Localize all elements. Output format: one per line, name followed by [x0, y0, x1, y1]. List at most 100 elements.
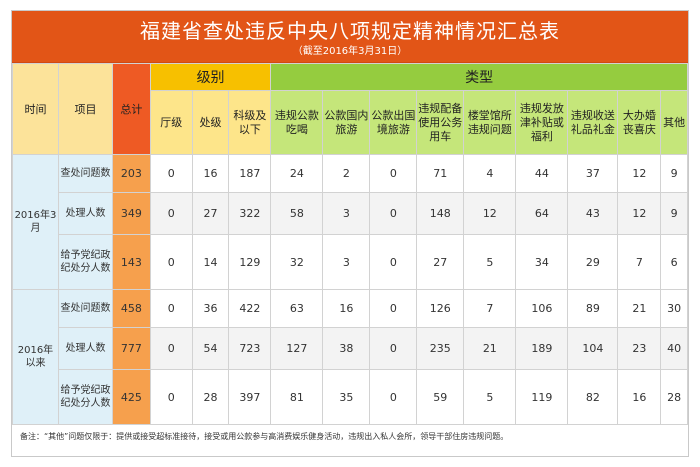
value-cell: 16 [191, 154, 230, 193]
value-cell: 59 [416, 369, 465, 425]
value-cell: 71 [416, 154, 465, 193]
value-cell: 397 [228, 369, 272, 425]
table-header-banner: 福建省查处违反中央八项规定精神情况汇总表 （截至2016年3月31日） [12, 11, 688, 63]
item-cell: 给予党纪政纪处分人数 [57, 234, 114, 290]
value-cell: 44 [515, 154, 569, 193]
time-cell: 2016年3月 [12, 154, 59, 290]
value-cell: 0 [369, 234, 418, 290]
value-cell: 23 [617, 327, 662, 370]
value-cell: 12 [617, 154, 662, 193]
item-cell: 处理人数 [57, 192, 114, 235]
value-cell: 28 [191, 369, 230, 425]
value-cell: 89 [567, 289, 619, 328]
value-cell: 0 [149, 154, 193, 193]
value-cell: 43 [567, 192, 619, 235]
value-cell: 27 [191, 192, 230, 235]
table-row: 2016年以来 查处问题数 458 0 36 422 63 16 0 126 7… [12, 289, 688, 425]
column-header-type: 其他 [660, 90, 688, 155]
value-cell: 104 [567, 327, 619, 370]
total-cell: 143 [112, 234, 151, 290]
value-cell: 36 [191, 289, 230, 328]
value-cell: 27 [416, 234, 465, 290]
value-cell: 9 [660, 154, 688, 193]
value-cell: 14 [191, 234, 230, 290]
table-title: 福建省查处违反中央八项规定精神情况汇总表 [140, 19, 560, 43]
value-cell: 723 [228, 327, 272, 370]
value-cell: 106 [515, 289, 569, 328]
value-cell: 0 [369, 289, 418, 328]
value-cell: 63 [270, 289, 324, 328]
value-cell: 235 [416, 327, 465, 370]
value-cell: 64 [515, 192, 569, 235]
value-cell: 126 [416, 289, 465, 328]
value-cell: 3 [322, 234, 371, 290]
value-cell: 2 [322, 154, 371, 193]
column-header-level: 科级及以下 [228, 90, 272, 155]
table-subtitle: （截至2016年3月31日） [292, 46, 408, 57]
value-cell: 322 [228, 192, 272, 235]
item-cell: 查处问题数 [57, 289, 114, 328]
value-cell: 81 [270, 369, 324, 425]
value-cell: 0 [149, 234, 193, 290]
value-cell: 0 [369, 369, 418, 425]
table-row: 处理人数 777 0 54 723 127 38 0 235 21 189 10… [13, 327, 688, 370]
value-cell: 21 [617, 289, 662, 328]
value-cell: 6 [660, 234, 688, 290]
column-header-type: 违规发放津补贴或福利 [515, 90, 569, 155]
summary-table: 时间 项目 总计 级别 类型 厅级 处级 科级及以下 违规公款吃喝 公款国内旅游… [12, 63, 688, 425]
value-cell: 24 [270, 154, 324, 193]
column-group-type: 类型 [270, 63, 688, 91]
value-cell: 40 [660, 327, 688, 370]
value-cell: 3 [322, 192, 371, 235]
value-cell: 187 [228, 154, 272, 193]
column-header-type: 违规收送礼品礼金 [567, 90, 619, 155]
value-cell: 38 [322, 327, 371, 370]
value-cell: 129 [228, 234, 272, 290]
total-cell: 777 [112, 327, 151, 370]
value-cell: 54 [191, 327, 230, 370]
column-header-type: 违规公款吃喝 [270, 90, 324, 155]
value-cell: 37 [567, 154, 619, 193]
value-cell: 16 [322, 289, 371, 328]
value-cell: 21 [463, 327, 517, 370]
table-footnote: 备注：“其他”问题仅限于：提供或接受超标准接待，接受或用公款参与高消费娱乐健身活… [20, 432, 509, 441]
value-cell: 0 [149, 289, 193, 328]
value-cell: 0 [149, 369, 193, 425]
column-header-type: 公款出国境旅游 [369, 90, 418, 155]
value-cell: 29 [567, 234, 619, 290]
item-cell: 处理人数 [57, 327, 114, 370]
value-cell: 30 [660, 289, 688, 328]
value-cell: 28 [660, 369, 688, 425]
table-row: 给予党纪政纪处分人数 425 0 28 397 81 35 0 59 5 119… [13, 369, 688, 425]
total-cell: 425 [112, 369, 151, 425]
item-cell: 查处问题数 [57, 154, 114, 193]
value-cell: 5 [463, 234, 517, 290]
column-header-time: 时间 [12, 63, 59, 155]
column-header-type: 大办婚丧喜庆 [617, 90, 662, 155]
value-cell: 127 [270, 327, 324, 370]
column-header-type: 公款国内旅游 [322, 90, 371, 155]
sub-header-row: 厅级 处级 科级及以下 违规公款吃喝 公款国内旅游 公款出国境旅游 违规配备使用… [13, 90, 688, 155]
total-cell: 458 [112, 289, 151, 328]
value-cell: 34 [515, 234, 569, 290]
value-cell: 5 [463, 369, 517, 425]
table-row: 给予党纪政纪处分人数 143 0 14 129 32 3 0 27 5 34 2… [13, 234, 688, 290]
value-cell: 0 [149, 327, 193, 370]
value-cell: 12 [617, 192, 662, 235]
column-header-level: 处级 [191, 90, 230, 155]
value-cell: 9 [660, 192, 688, 235]
summary-table-card: 福建省查处违反中央八项规定精神情况汇总表 （截至2016年3月31日） 时间 项… [11, 10, 689, 457]
column-group-level: 级别 [149, 63, 272, 91]
column-header-type: 楼堂馆所违规问题 [463, 90, 517, 155]
value-cell: 0 [369, 192, 418, 235]
column-header-item: 项目 [57, 63, 114, 155]
value-cell: 4 [463, 154, 517, 193]
item-cell: 给予党纪政纪处分人数 [57, 369, 114, 425]
table-row: 处理人数 349 0 27 322 58 3 0 148 12 64 43 12… [13, 192, 688, 235]
value-cell: 119 [515, 369, 569, 425]
value-cell: 32 [270, 234, 324, 290]
value-cell: 189 [515, 327, 569, 370]
total-cell: 203 [112, 154, 151, 193]
column-header-level: 厅级 [149, 90, 193, 155]
value-cell: 422 [228, 289, 272, 328]
